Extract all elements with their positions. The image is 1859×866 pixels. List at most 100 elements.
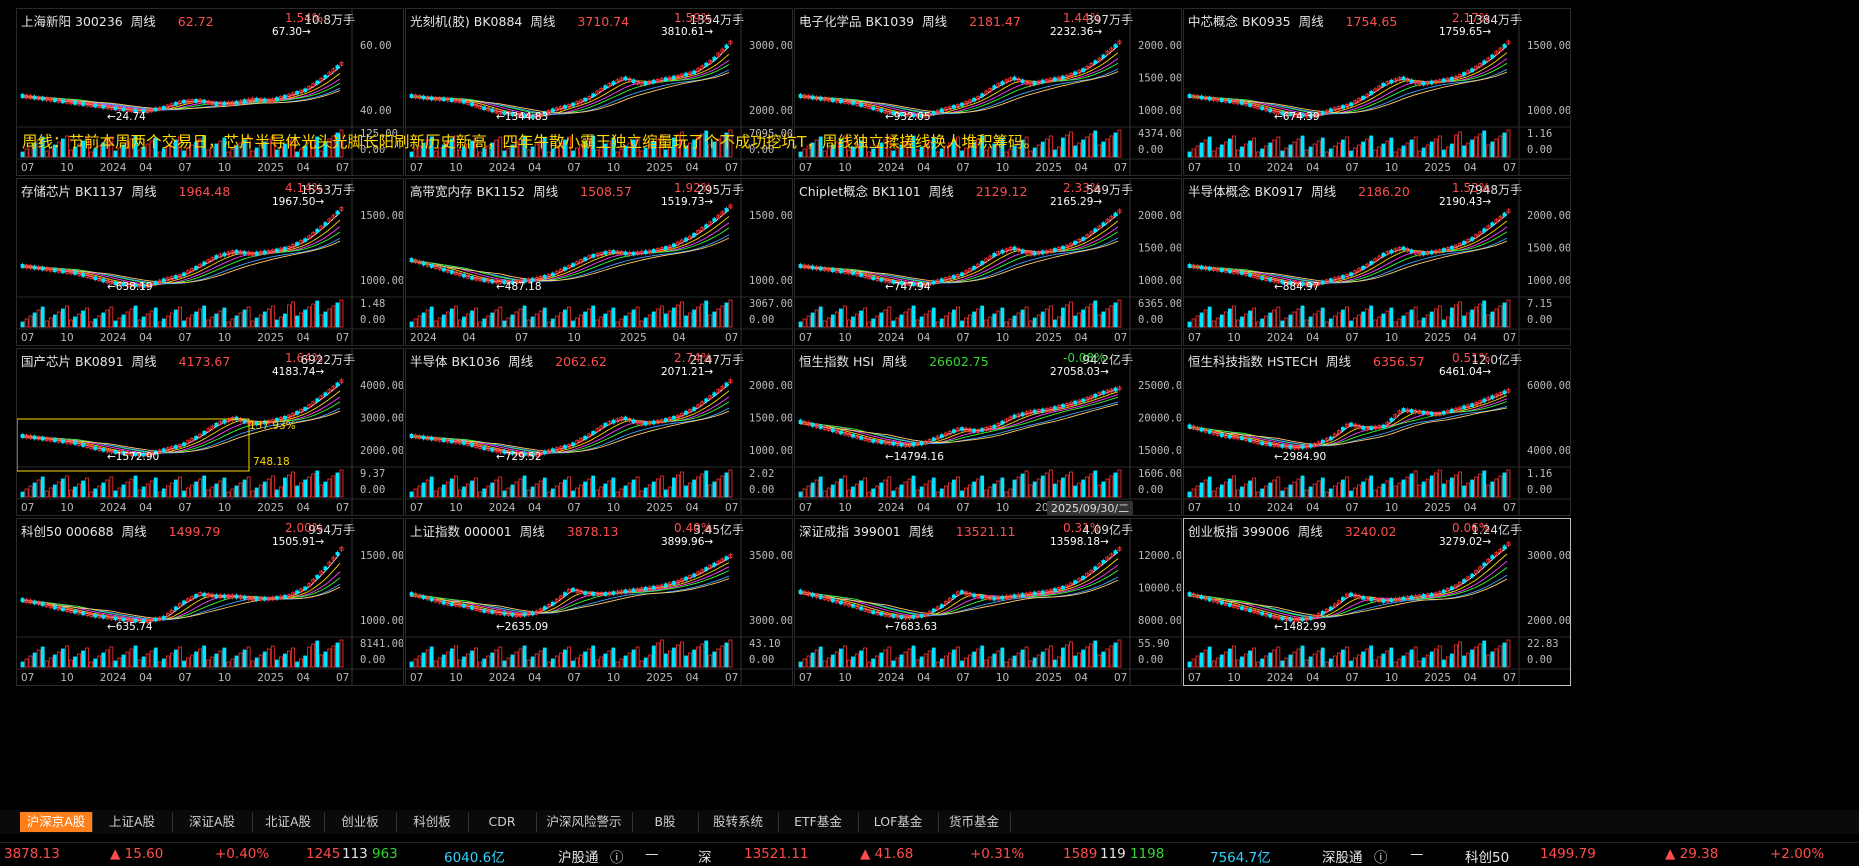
volume-bar: [919, 656, 924, 668]
chart-panel-bk1137[interactable]: 存储芯片 BK1137 周线 1964.48 4.14% 1553万手 1500.00 100…: [16, 178, 404, 346]
price-tick-label: 1000.00: [360, 615, 404, 627]
chart-panel-bk0935[interactable]: 中芯概念 BK0935 周线 1754.65 2.17% 1384万手 1500.00 100…: [1183, 8, 1571, 176]
volume-bar: [1187, 321, 1192, 328]
date-tick-label: 10: [1227, 502, 1240, 514]
volume-bar: [1109, 645, 1114, 668]
candle-body: [1215, 97, 1220, 102]
date-tick-label: 2024: [878, 672, 905, 684]
candle-body: [935, 435, 940, 440]
market-tab-7[interactable]: 沪深风险警示: [536, 812, 633, 832]
candle-body: [1312, 443, 1317, 447]
panel-header: 创业板指 399006 周线 3240.02: [1188, 521, 1404, 539]
candle-body: [595, 592, 600, 596]
volume-bar: [1458, 641, 1462, 668]
candle-body: [486, 447, 491, 451]
chart-panel-bk1039[interactable]: 电子化学品 BK1039 周线 2181.47 1.44% 397万手 2000.00 150…: [794, 8, 1182, 176]
candle-body: [1425, 81, 1430, 85]
volume-bar: [52, 144, 57, 158]
volume-bar: [1105, 308, 1110, 328]
candle-body: [1280, 616, 1285, 621]
candle-body: [595, 253, 600, 257]
sh-up-count: 1245: [306, 846, 341, 862]
candle-body: [117, 107, 122, 111]
candle-body: [129, 618, 134, 623]
volume-bar: [1044, 472, 1049, 498]
market-tab-6[interactable]: CDR: [468, 812, 537, 832]
date-tick-label: 07: [21, 162, 34, 174]
volume-bar: [157, 321, 162, 328]
volume-bar: [278, 486, 283, 498]
security-code: BK0935: [1242, 14, 1291, 29]
volume-bar: [295, 485, 299, 498]
help-icon[interactable]: ⓘ: [1374, 850, 1388, 866]
volume-bar: [169, 312, 174, 328]
candle-body: [1036, 409, 1041, 413]
volume-bar: [623, 145, 628, 158]
market-tab-8[interactable]: B股: [632, 812, 699, 832]
volume-bar: [137, 489, 142, 498]
candle-body: [1486, 558, 1491, 563]
market-tab-4[interactable]: 创业板: [324, 812, 397, 832]
volume-bar: [659, 305, 664, 328]
candle-body: [518, 279, 523, 284]
candle-body: [437, 437, 442, 442]
volume-bar: [1478, 473, 1483, 498]
volume-bar: [911, 645, 916, 668]
candle-body: [1008, 416, 1013, 421]
chart-panel-399001[interactable]: 深证成指399001周线13521.110.31%4.09亿手12000.001…: [794, 518, 1182, 686]
candle-body: [1199, 95, 1204, 100]
candle-body: [1020, 412, 1025, 417]
chart-panel-bk0917[interactable]: 半导体概念 BK0917 周线 2186.20 1.53% 7948万手 2000.00 15…: [1183, 178, 1571, 346]
chart-panel-hsi[interactable]: 恒生指数HSI周线26602.75-0.08%94.2亿手25000.00200…: [794, 348, 1182, 516]
volume-bar: [1219, 314, 1224, 328]
volume-bar: [1016, 142, 1021, 158]
candle-body: [558, 446, 563, 450]
market-tab-12[interactable]: 货币基金: [938, 812, 1011, 832]
market-tab-5[interactable]: 科创板: [396, 812, 469, 832]
candle-body: [1336, 430, 1341, 434]
volume-bar: [97, 655, 102, 668]
chart-panel-000688[interactable]: 科创50 000688 周线 1499.79 2.00% 954万手 1500.00 1000…: [16, 518, 404, 686]
market-tab-0[interactable]: 沪深京A股: [20, 812, 93, 832]
chart-panel-300236[interactable]: 上海新阳 300236 周线 62.72 1.54% 10.8万手 60.00 40.00 12…: [16, 8, 404, 176]
candle-body: [278, 417, 283, 421]
candle-body: [1191, 425, 1196, 430]
candle-body: [575, 440, 579, 444]
volume-bar: [599, 146, 604, 158]
chart-panel-bk1101[interactable]: Chiplet概念 BK1101 周线 2129.12 2.33% 549万手 2000.0…: [794, 178, 1182, 346]
volume-bar: [943, 655, 948, 668]
volume-bar: [445, 141, 450, 158]
chart-panel-bk0884[interactable]: 光刻机(胶) BK0884 周线 3710.74 1.59% 1354万手 3000.00 2…: [405, 8, 793, 176]
candle-body: [1081, 237, 1086, 241]
chart-panel-hstech[interactable]: 恒生科技指数 HSTECH 周线 6356.57 0.51% 12.0亿手 6000.00 4…: [1183, 348, 1571, 516]
low-marker-label: ←2635.09: [496, 621, 548, 633]
volume-bar: [518, 478, 523, 498]
market-tab-3[interactable]: 北证A股: [252, 812, 325, 832]
chart-panel-bk1036[interactable]: 半导体 BK1036 周线 2062.62 2.74% 2147万手 2000.00 1500…: [405, 348, 793, 516]
chart-panel-bk0891[interactable]: 国产芯片 BK0891 周线 4173.67 1.64% 6922万手 4000.00 300…: [16, 348, 404, 516]
volume-bar: [887, 646, 892, 668]
sh-connect-label[interactable]: 沪股通: [558, 850, 599, 866]
chart-panel-000001[interactable]: 上证指数 000001 周线 3878.13 0.40% 3.45亿手 3500.00 300…: [405, 518, 793, 686]
market-tab-10[interactable]: ETF基金: [778, 812, 859, 832]
chart-panel-bk1152[interactable]: 高带宽内存 BK1152 周线 1508.57 1.92% 295万手 1500.00 100…: [405, 178, 793, 346]
candle-body: [647, 421, 652, 425]
help-icon[interactable]: ⓘ: [610, 850, 624, 866]
volume-bar: [688, 142, 692, 158]
volume-bar: [1004, 661, 1009, 668]
volume-bar: [1357, 314, 1361, 328]
candle-body: [234, 594, 239, 599]
market-tab-11[interactable]: LOF基金: [858, 812, 939, 832]
market-tab-1[interactable]: 上证A股: [92, 812, 173, 832]
change-percent: 1.44%: [1063, 11, 1102, 25]
candle-body: [575, 589, 579, 593]
market-tab-2[interactable]: 深证A股: [172, 812, 253, 832]
candle-body: [899, 281, 904, 285]
candle-body: [627, 589, 632, 593]
volume-bar: [1207, 476, 1212, 498]
chart-panel-399006[interactable]: 创业板指 399006 周线 3240.02 0.06% 1.24亿手 3000.00 200…: [1183, 518, 1571, 686]
candle-body: [716, 560, 721, 565]
sz-connect-label[interactable]: 深股通: [1322, 850, 1363, 866]
last-price: 6356.57: [1373, 354, 1425, 369]
market-tab-9[interactable]: 股转系统: [698, 812, 779, 832]
